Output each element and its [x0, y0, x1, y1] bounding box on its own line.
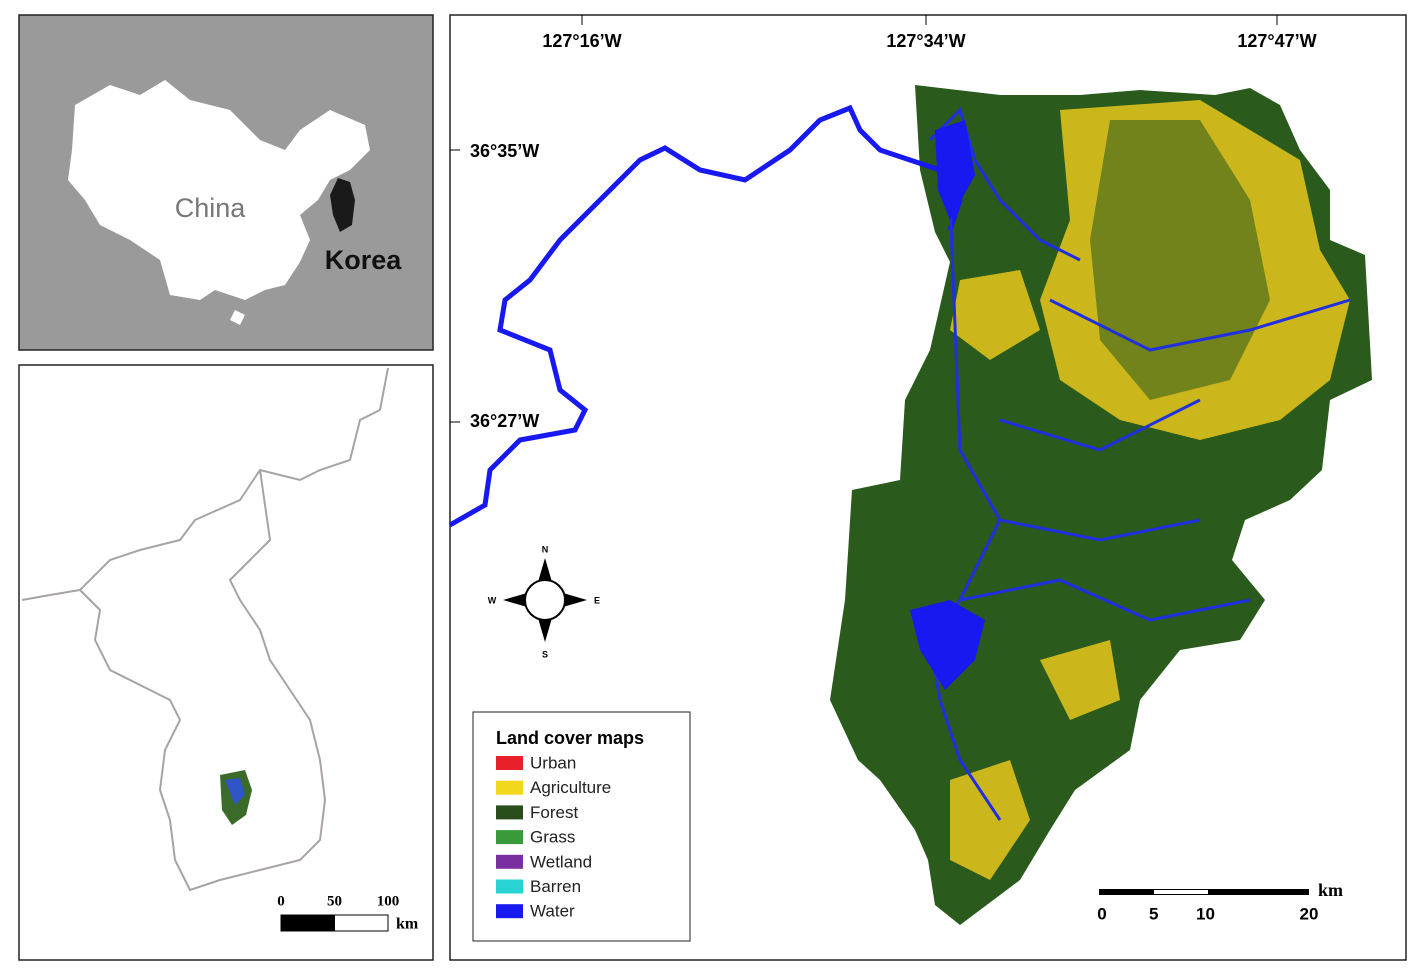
- longitude-label: 127°34’W: [886, 31, 965, 51]
- korea-scale-tick: 0: [277, 893, 285, 909]
- china-shape: [68, 80, 370, 300]
- legend-swatch: [496, 756, 523, 770]
- legend-label: Forest: [530, 803, 578, 822]
- korea-scale-fill: [281, 915, 335, 931]
- legend-label: Grass: [530, 828, 575, 847]
- compass-s: S: [542, 649, 548, 659]
- main-scale-tick: 20: [1300, 904, 1319, 923]
- legend-title: Land cover maps: [496, 728, 644, 748]
- korea-panel: [18, 364, 434, 961]
- legend-label: Wetland: [530, 852, 592, 871]
- latitude-label: 36°35’W: [470, 141, 539, 161]
- compass-n: N: [542, 544, 549, 554]
- compass-arrows: [503, 558, 587, 642]
- legend-swatch: [496, 780, 523, 795]
- longitude-label: 127°47’W: [1237, 31, 1316, 51]
- compass-e: E: [594, 595, 600, 605]
- main-scale-tick: 10: [1196, 904, 1215, 923]
- legend-box: [472, 711, 691, 942]
- legend-swatch: [496, 805, 523, 820]
- forest-patch: [1090, 120, 1270, 400]
- agri-patch: [950, 760, 1030, 880]
- main-scale-tick: 0: [1097, 904, 1106, 923]
- main-scale-tick: 5: [1149, 904, 1158, 923]
- legend-label: Barren: [530, 877, 581, 896]
- hainan-shape: [230, 310, 245, 325]
- korea-scale-unit: km: [396, 916, 419, 933]
- korea-scale-tick: 100: [377, 893, 400, 909]
- study-area-water: [225, 778, 245, 805]
- korea-label: Korea: [325, 245, 403, 275]
- legend-swatch: [496, 879, 523, 894]
- legend-swatch: [496, 830, 523, 845]
- korea-outline: [21, 367, 389, 892]
- latitude-label: 36°27’W: [470, 411, 539, 431]
- river: [448, 104, 963, 528]
- reservoir: [935, 120, 975, 220]
- legend-label: Urban: [530, 753, 576, 772]
- agri-patch: [1040, 640, 1120, 720]
- main-scale-unit: km: [1318, 880, 1343, 900]
- reservoir: [910, 600, 985, 690]
- china-label: China: [175, 193, 247, 223]
- legend-swatch: [496, 854, 523, 869]
- compass-circle: [524, 579, 566, 621]
- legend-swatch: [496, 904, 523, 919]
- compass-w: W: [488, 595, 497, 605]
- korea-scale-tick: 50: [327, 893, 342, 909]
- longitude-label: 127°16’W: [542, 31, 621, 51]
- legend-label: Water: [530, 902, 575, 921]
- agri-patch: [950, 270, 1040, 360]
- compass: N E S W: [488, 544, 600, 659]
- korea-shape: [330, 178, 355, 232]
- legend-label: Agriculture: [530, 778, 611, 797]
- main-scale-gap: [1154, 890, 1208, 894]
